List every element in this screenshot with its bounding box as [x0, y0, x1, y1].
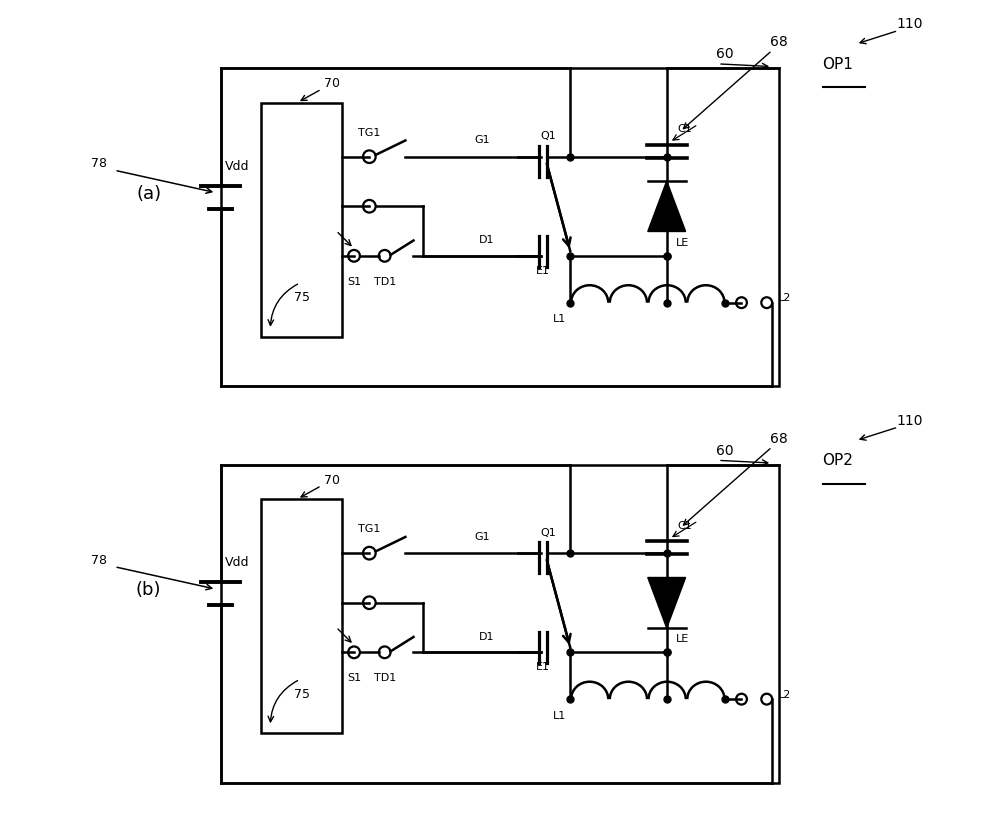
Text: LE: LE [676, 238, 689, 248]
Text: 60: 60 [716, 47, 734, 61]
Text: E1: E1 [536, 266, 550, 276]
Text: Vdd: Vdd [225, 160, 250, 173]
Text: G1: G1 [474, 531, 490, 541]
Bar [221, 70, 779, 387]
Text: Vdd: Vdd [225, 556, 250, 569]
Bar [221, 465, 779, 783]
Text: D1: D1 [479, 235, 494, 245]
Polygon shape [648, 182, 686, 232]
Text: 60: 60 [716, 443, 734, 457]
Text: 68: 68 [770, 36, 788, 50]
Text: (a): (a) [136, 185, 161, 203]
Text: TD1: TD1 [374, 672, 396, 682]
Text: S1: S1 [347, 277, 361, 286]
Text: OP1: OP1 [823, 56, 853, 72]
Text: 70: 70 [324, 474, 340, 486]
Text: C1: C1 [678, 124, 692, 134]
Text: L1: L1 [553, 710, 566, 720]
Bar [261, 104, 342, 338]
Text: 70: 70 [324, 77, 340, 90]
Text: 68: 68 [770, 431, 788, 445]
Text: G1: G1 [474, 135, 490, 145]
Text: 78: 78 [91, 157, 107, 171]
Text: OP2: OP2 [823, 453, 853, 468]
Text: L2: L2 [778, 293, 791, 303]
Text: Q1: Q1 [541, 132, 556, 142]
Text: (b): (b) [136, 580, 161, 599]
Text: 75: 75 [294, 291, 310, 304]
Text: TG1: TG1 [358, 524, 381, 534]
Text: TG1: TG1 [358, 128, 381, 137]
Text: LE: LE [676, 633, 689, 643]
Polygon shape [648, 578, 686, 628]
Text: 110: 110 [897, 17, 923, 31]
Text: 75: 75 [294, 686, 310, 700]
Text: 78: 78 [91, 553, 107, 566]
Text: S1: S1 [347, 672, 361, 682]
Bar [261, 499, 342, 734]
Text: TD1: TD1 [374, 277, 396, 286]
Text: 110: 110 [897, 413, 923, 427]
Text: C1: C1 [678, 520, 692, 530]
Text: L1: L1 [553, 314, 566, 324]
Text: E1: E1 [536, 662, 550, 672]
Text: L2: L2 [778, 689, 791, 699]
Text: D1: D1 [479, 631, 494, 641]
Text: Q1: Q1 [541, 527, 556, 537]
